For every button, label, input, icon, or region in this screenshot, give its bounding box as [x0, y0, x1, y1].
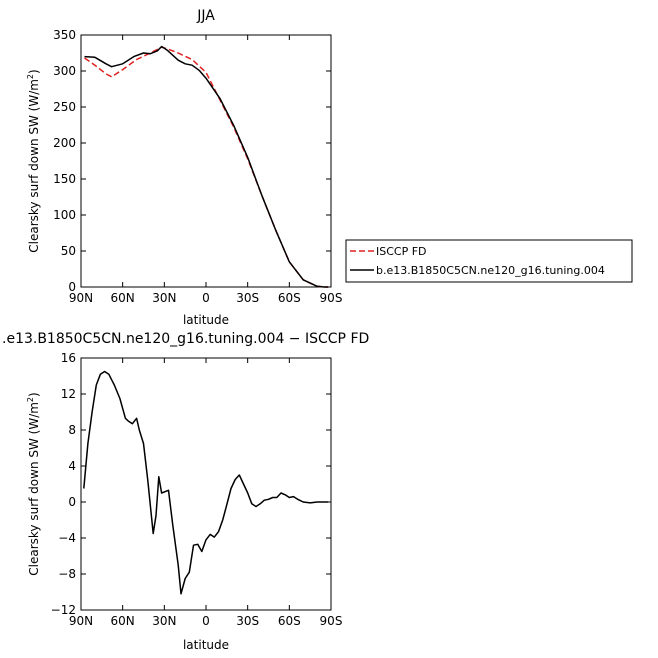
- x-tick-label: 90N: [69, 291, 93, 305]
- legend-entry-isccp: ISCCP FD: [376, 245, 427, 258]
- x-tick-label: 60S: [278, 291, 301, 305]
- y-axis-label-sup-difference: 2: [26, 397, 35, 402]
- x-tick-label: 60S: [278, 614, 301, 628]
- y-tick-label: 8: [68, 423, 76, 437]
- y-tick-label: −12: [51, 603, 76, 617]
- x-tick-label: 90S: [320, 291, 343, 305]
- y-axis-difference: −12 −8 −4 0 4 8 12 16: [51, 351, 331, 617]
- x-tick-label: 0: [202, 291, 210, 305]
- series-line-1: [84, 45, 329, 288]
- legend-entry-model: b.e13.B1850C5CN.ne120_g16.tuning.004: [376, 264, 605, 277]
- y-axis-label-tail: ): [27, 69, 41, 74]
- x-tick-label: 90N: [69, 614, 93, 628]
- y-axis-label-difference: Clearsky surf down SW (W/m2): [26, 392, 41, 575]
- x-tick-label: 30N: [152, 614, 176, 628]
- y-tick-label: 0: [68, 280, 76, 294]
- x-axis-difference: 90N 60N 30N 0 30S 60S 90S: [69, 358, 343, 628]
- x-tick-label: 30S: [236, 291, 259, 305]
- series-group-difference: [83, 370, 329, 595]
- x-axis: 90N 60N 30N 0 30S 60S 90S: [69, 35, 343, 305]
- series-line-0: [83, 370, 329, 595]
- y-axis-label-tail-difference: ): [27, 392, 41, 397]
- y-tick-label: −4: [58, 531, 76, 545]
- legend-box: [345, 239, 633, 283]
- y-tick-label: −8: [58, 567, 76, 581]
- y-tick-label: 4: [68, 459, 76, 473]
- x-tick-label: 30S: [236, 614, 259, 628]
- chart-title-difference: .e13.B1850C5CN.ne120_g16.tuning.004 − IS…: [2, 331, 369, 347]
- legend: ISCCP FD b.e13.B1850C5CN.ne120_g16.tunin…: [345, 239, 633, 283]
- series-line-0: [84, 46, 329, 288]
- y-axis-label-main-difference: Clearsky surf down SW (W/m: [27, 402, 41, 576]
- y-axis-label-main: Clearsky surf down SW (W/m: [27, 79, 41, 253]
- x-tick-label: 0: [202, 614, 210, 628]
- y-tick-label: 16: [61, 351, 76, 365]
- y-tick-label: 150: [53, 172, 76, 186]
- series-group: [84, 45, 329, 288]
- y-tick-label: 250: [53, 100, 76, 114]
- y-axis-label: Clearsky surf down SW (W/m2): [26, 69, 41, 252]
- y-axis-label-sup: 2: [26, 74, 35, 79]
- y-tick-label: 0: [68, 495, 76, 509]
- x-tick-label: 60N: [111, 614, 135, 628]
- y-tick-label: 350: [53, 28, 76, 42]
- chart-title: JJA: [196, 8, 215, 24]
- chart-bottom: .e13.B1850C5CN.ne120_g16.tuning.004 − IS…: [2, 331, 369, 652]
- y-tick-label: 300: [53, 64, 76, 78]
- x-axis-label: latitude: [183, 313, 229, 327]
- x-axis-label-difference: latitude: [183, 638, 229, 652]
- y-tick-label: 200: [53, 136, 76, 150]
- x-tick-label: 30N: [152, 291, 176, 305]
- y-tick-label: 12: [61, 387, 76, 401]
- y-tick-label: 100: [53, 208, 76, 222]
- x-tick-label: 60N: [111, 291, 135, 305]
- x-tick-label: 90S: [320, 614, 343, 628]
- chart-top: JJA 0 50 100 150 200 250 300 350 90N 60N 30N 0 30S 6…: [26, 8, 633, 327]
- y-tick-label: 50: [61, 244, 76, 258]
- y-axis: 0 50 100 150 200 250 300 350: [53, 28, 331, 294]
